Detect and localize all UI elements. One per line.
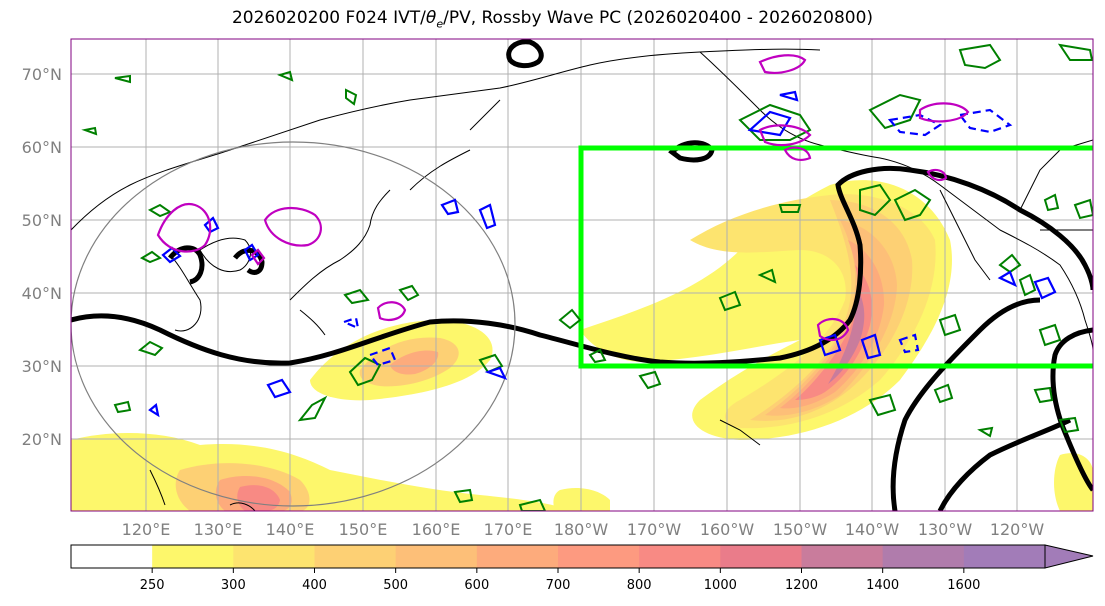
lon-label-170e: 170°E — [484, 520, 533, 539]
lat-label-60: 60°N — [22, 138, 62, 157]
lon-label-170w: 170°W — [627, 520, 682, 539]
colorbar-tick-label: 700 — [546, 578, 571, 593]
colorbar-tick-label: 1200 — [785, 578, 818, 593]
theta-e-magenta-contours — [156, 54, 970, 342]
colorbar-tick-label: 250 — [140, 578, 165, 593]
colorbar-cell — [314, 545, 397, 568]
colorbar-cell — [558, 545, 640, 568]
colorbar-cell — [233, 545, 315, 568]
range-circle — [71, 141, 516, 507]
colorbar-tick-label: 1000 — [704, 578, 737, 593]
colorbar-tick-label: 1600 — [947, 578, 980, 593]
lat-label-40: 40°N — [22, 284, 62, 303]
map-frame — [70, 38, 1094, 512]
lon-label-130e: 130°E — [194, 520, 243, 539]
lat-label-70: 70°N — [22, 65, 62, 84]
rossby-wave-box — [578, 145, 1093, 369]
colorbar-cell — [152, 545, 234, 568]
pv-contours — [71, 39, 1093, 511]
lat-label-30: 30°N — [22, 357, 62, 376]
colorbar-tick-label: 400 — [302, 578, 327, 593]
chart-title: 2026020200 F024 IVT/θe/PV, Rossby Wave P… — [231, 8, 874, 31]
lon-label-160e: 160°E — [412, 520, 461, 539]
colorbar-cell — [639, 545, 721, 568]
theta-e-blue-contours — [148, 90, 1057, 418]
colorbar-cell — [801, 545, 884, 568]
latitude-labels: 70°N 60°N 50°N 40°N 30°N 20°N — [22, 65, 62, 449]
colorbar-tick-label: 500 — [383, 578, 408, 593]
lon-label-180w: 180°W — [554, 520, 609, 539]
lon-label-120e: 120°E — [122, 520, 171, 539]
lon-label-150w: 150°W — [773, 520, 828, 539]
coastlines — [71, 48, 1093, 511]
colorbar-cell — [963, 545, 1046, 568]
theta-e-green-contours — [81, 43, 1093, 511]
colorbar-cell — [720, 545, 802, 568]
lat-label-50: 50°N — [22, 211, 62, 230]
lon-label-140w: 140°W — [845, 520, 900, 539]
lon-label-160w: 160°W — [700, 520, 755, 539]
colorbar-tick-label: 600 — [464, 578, 489, 593]
colorbar-cell — [476, 545, 559, 568]
lon-label-120w: 120°W — [990, 520, 1045, 539]
colorbar-tick-label: 800 — [627, 578, 652, 593]
colorbar-cell — [882, 545, 965, 568]
lon-label-150e: 150°E — [339, 520, 388, 539]
colorbar-cell — [395, 545, 478, 568]
colorbar-tick-label: 1400 — [866, 578, 899, 593]
longitude-labels: 120°E 130°E 140°E 150°E 160°E 170°E 180°… — [122, 520, 1045, 539]
colorbar-cell — [71, 545, 153, 568]
lon-label-140e: 140°E — [266, 520, 315, 539]
lon-label-130w: 130°W — [918, 520, 973, 539]
colorbar-tick-label: 300 — [221, 578, 246, 593]
colorbar: 250 300 400 500 600 700 800 1000 1200 1400 1600 — [70, 544, 1094, 593]
lat-label-20: 20°N — [22, 430, 62, 449]
colorbar-extend-arrow — [1044, 544, 1094, 569]
